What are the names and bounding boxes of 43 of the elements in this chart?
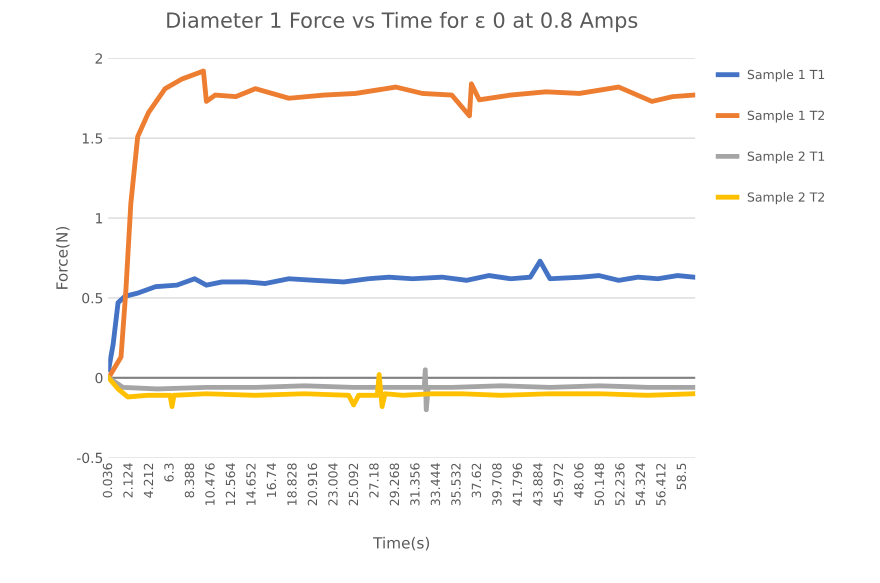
y-tick-label: 1 [96, 213, 102, 224]
x-tick-label: 10.476 [205, 463, 215, 505]
x-axis-title: Time(s) [373, 536, 430, 550]
legend-label: Sample 2 T2 [748, 192, 824, 204]
x-tick-label: 39.708 [492, 463, 502, 506]
line-series [108, 258, 696, 372]
x-tick-label: 27.18 [369, 463, 379, 498]
x-tick-label: 48.06 [574, 463, 584, 498]
x-tick-label: 18.828 [287, 463, 297, 505]
y-tick-label: 2 [96, 53, 102, 64]
x-tick-label: 31.356 [410, 463, 420, 506]
legend-label: Sample 1 T1 [748, 70, 824, 82]
x-tick-label: 25.092 [348, 464, 358, 506]
x-tick-label: 54.324 [636, 463, 646, 506]
x-tick-label: 6.3 [164, 464, 174, 482]
x-tick-label: 2.124 [123, 463, 133, 498]
x-tick-label: 29.268 [390, 463, 400, 506]
x-tick-label: 4.212 [144, 464, 154, 498]
x-tick-label: 58.5 [676, 464, 686, 490]
x-tick-label: 41.796 [512, 463, 522, 506]
x-tick-label: 43.884 [533, 463, 543, 506]
chart-title: Diameter 1 Force vs Time for ε 0 at 0.8 Amps [167, 12, 638, 32]
x-tick-label: 45.972 [554, 464, 564, 506]
x-tick-label: 0.036 [102, 463, 112, 498]
y-tick-label: 0 [95, 372, 102, 384]
x-tick-label: 23.004 [328, 463, 338, 506]
y-tick-label: 1.5 [82, 133, 102, 144]
y-tick-label: 0.5 [82, 292, 102, 304]
x-tick-label: 8.388 [184, 463, 194, 498]
x-tick-label: 14.652 [246, 464, 256, 505]
x-tick-label: 37.62 [472, 464, 482, 498]
legend-label: Sample 2 T1 [748, 151, 824, 164]
x-tick-label: 16.74 [266, 463, 276, 497]
x-tick-label: 20.916 [308, 463, 318, 506]
legend-label: Sample 1 T2 [748, 110, 824, 122]
y-tick-label: -0.5 [76, 452, 102, 464]
x-tick-label: 33.444 [430, 463, 440, 506]
x-tick-label: 52.236 [615, 463, 625, 506]
y-axis-title: Force(N) [56, 226, 70, 289]
x-tick-label: 12.564 [226, 463, 236, 505]
x-tick-label: 56.412 [656, 464, 666, 506]
x-tick-label: 35.532 [451, 464, 461, 506]
x-tick-label: 50.148 [594, 463, 604, 506]
